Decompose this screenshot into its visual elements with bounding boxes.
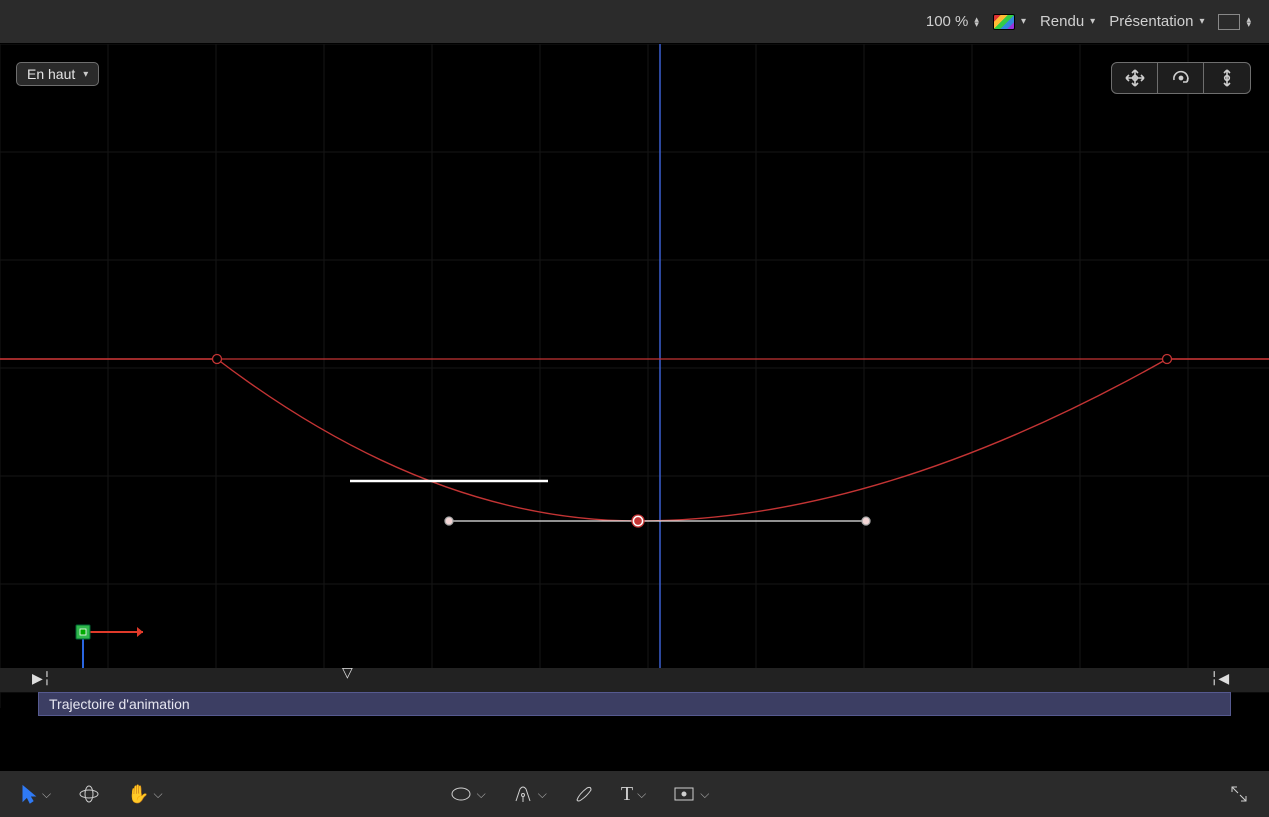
chevron-down-icon xyxy=(42,785,51,803)
3d-transform-tool[interactable] xyxy=(77,784,101,804)
stepper-icon: ▴▾ xyxy=(1246,17,1251,27)
chevron-down-icon xyxy=(700,785,709,803)
pen-icon xyxy=(512,784,534,804)
shape-tool[interactable] xyxy=(449,785,486,803)
bottom-toolbar: ✋ T xyxy=(0,771,1269,817)
camera-view-label: En haut xyxy=(27,66,75,82)
pointer-icon xyxy=(20,784,38,804)
overlay-menu[interactable]: ▴▾ xyxy=(1218,14,1251,30)
expand-icon xyxy=(1229,784,1249,804)
chevron-down-icon xyxy=(477,785,486,803)
render-label: Rendu xyxy=(1040,13,1084,30)
dolly-camera-button[interactable] xyxy=(1204,63,1250,93)
pan-camera-button[interactable] xyxy=(1112,63,1158,93)
pan-icon xyxy=(1122,68,1148,88)
presentation-menu[interactable]: Présentation xyxy=(1109,13,1204,30)
out-marker-icon[interactable]: ╎◀ xyxy=(1210,670,1229,687)
chevron-down-icon xyxy=(1021,16,1026,27)
pan-tool[interactable]: ✋ xyxy=(127,784,163,805)
chevron-down-icon xyxy=(1199,16,1204,27)
presentation-label: Présentation xyxy=(1109,13,1193,30)
chevron-down-icon xyxy=(1090,16,1095,27)
mini-timeline[interactable]: ▶╎ ╎◀ ▽ xyxy=(0,668,1269,692)
text-icon: T xyxy=(621,783,633,806)
orbit-3d-icon xyxy=(77,784,101,804)
chevron-down-icon xyxy=(538,785,547,803)
color-chip-icon xyxy=(993,14,1015,30)
chevron-down-icon xyxy=(637,785,646,803)
text-tool[interactable]: T xyxy=(621,783,646,806)
select-tool[interactable] xyxy=(20,784,51,804)
top-toolbar: 100 % ▴▾ Rendu Présentation ▴▾ xyxy=(0,0,1269,44)
ellipse-icon xyxy=(449,785,473,803)
rect-mask-icon xyxy=(672,785,696,803)
brush-icon xyxy=(573,784,595,804)
frame-icon xyxy=(1218,14,1240,30)
camera-controls xyxy=(1111,62,1251,94)
clip-label: Trajectoire d'animation xyxy=(49,696,190,712)
zoom-value: 100 % xyxy=(926,13,969,30)
mask-tool[interactable] xyxy=(672,785,709,803)
zoom-control[interactable]: 100 % ▴▾ xyxy=(926,13,979,30)
chevron-down-icon xyxy=(154,785,163,803)
chevron-down-icon xyxy=(83,69,88,80)
camera-view-dropdown[interactable]: En haut xyxy=(16,62,99,86)
in-marker-icon[interactable]: ▶╎ xyxy=(32,670,51,687)
render-menu[interactable]: Rendu xyxy=(1040,13,1095,30)
color-channel-menu[interactable] xyxy=(993,14,1026,30)
orbit-camera-button[interactable] xyxy=(1158,63,1204,93)
pen-tool[interactable] xyxy=(512,784,547,804)
canvas-svg xyxy=(0,44,1269,708)
stepper-icon: ▴▾ xyxy=(974,17,979,27)
orbit-icon xyxy=(1168,68,1194,88)
playhead-marker-icon[interactable]: ▽ xyxy=(342,664,353,681)
hand-icon: ✋ xyxy=(127,784,149,805)
fullscreen-button[interactable] xyxy=(1229,784,1249,804)
dolly-icon xyxy=(1217,68,1237,88)
clip-bar[interactable]: Trajectoire d'animation xyxy=(38,692,1231,716)
paint-tool[interactable] xyxy=(573,784,595,804)
